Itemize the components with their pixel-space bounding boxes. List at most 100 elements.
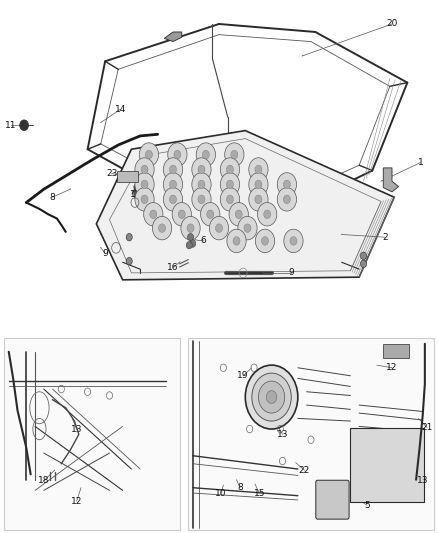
Circle shape [190, 240, 196, 247]
Circle shape [170, 195, 177, 204]
Circle shape [135, 173, 154, 196]
Circle shape [227, 229, 246, 253]
Circle shape [255, 180, 262, 189]
Text: 9: 9 [102, 249, 108, 257]
Circle shape [235, 210, 242, 219]
Text: 14: 14 [115, 105, 126, 114]
Circle shape [198, 165, 205, 174]
Text: 23: 23 [106, 169, 117, 177]
Circle shape [170, 165, 177, 174]
Text: 15: 15 [254, 489, 265, 497]
Circle shape [144, 203, 163, 226]
Circle shape [174, 150, 181, 159]
Text: 12: 12 [71, 497, 82, 505]
Circle shape [249, 158, 268, 181]
Circle shape [238, 216, 257, 240]
FancyBboxPatch shape [117, 171, 138, 182]
Circle shape [226, 165, 233, 174]
Circle shape [145, 150, 152, 159]
Circle shape [245, 365, 298, 429]
Circle shape [178, 210, 185, 219]
Text: 2: 2 [383, 233, 388, 241]
FancyBboxPatch shape [4, 338, 180, 530]
Text: 20: 20 [386, 20, 398, 28]
Circle shape [209, 216, 229, 240]
Circle shape [266, 391, 277, 403]
Circle shape [192, 173, 211, 196]
Circle shape [172, 203, 191, 226]
Circle shape [283, 195, 290, 204]
Text: 21: 21 [421, 423, 433, 432]
Circle shape [255, 165, 262, 174]
Circle shape [277, 188, 297, 211]
Circle shape [202, 150, 209, 159]
Circle shape [126, 233, 132, 241]
Circle shape [139, 143, 159, 166]
Circle shape [255, 229, 275, 253]
Circle shape [198, 195, 205, 204]
Circle shape [284, 229, 303, 253]
Text: 10: 10 [215, 489, 227, 497]
Text: 16: 16 [167, 263, 179, 272]
Circle shape [290, 237, 297, 245]
Circle shape [201, 203, 220, 226]
Circle shape [215, 224, 223, 232]
FancyBboxPatch shape [350, 428, 424, 502]
Circle shape [198, 180, 205, 189]
Circle shape [135, 188, 154, 211]
Circle shape [258, 381, 285, 413]
Circle shape [233, 237, 240, 245]
Circle shape [196, 143, 215, 166]
FancyBboxPatch shape [383, 344, 409, 358]
Polygon shape [96, 131, 394, 280]
Circle shape [264, 210, 271, 219]
Circle shape [150, 210, 157, 219]
Circle shape [187, 233, 194, 241]
Circle shape [163, 158, 183, 181]
Circle shape [255, 195, 262, 204]
Circle shape [186, 241, 192, 249]
Circle shape [226, 180, 233, 189]
Circle shape [159, 224, 166, 232]
Circle shape [163, 173, 183, 196]
Circle shape [135, 158, 154, 181]
Circle shape [258, 203, 277, 226]
Circle shape [187, 224, 194, 232]
Circle shape [126, 257, 132, 265]
Text: 11: 11 [5, 121, 17, 130]
Circle shape [277, 173, 297, 196]
FancyBboxPatch shape [188, 338, 434, 530]
Circle shape [226, 195, 233, 204]
Circle shape [283, 180, 290, 189]
Circle shape [220, 158, 240, 181]
Text: 9: 9 [288, 269, 294, 277]
Circle shape [141, 195, 148, 204]
Circle shape [261, 237, 268, 245]
Circle shape [170, 180, 177, 189]
Circle shape [360, 260, 367, 268]
Circle shape [360, 252, 367, 260]
Circle shape [220, 173, 240, 196]
FancyBboxPatch shape [316, 480, 349, 519]
Text: 18: 18 [38, 477, 49, 485]
Polygon shape [164, 32, 182, 42]
Text: 12: 12 [386, 364, 398, 372]
Text: 8: 8 [237, 483, 243, 492]
Text: 5: 5 [364, 501, 370, 510]
Circle shape [163, 188, 183, 211]
Text: 13: 13 [417, 477, 428, 485]
Text: 22: 22 [299, 466, 310, 474]
Circle shape [252, 373, 291, 421]
Text: 7: 7 [326, 508, 332, 517]
Circle shape [207, 210, 214, 219]
Text: 6: 6 [201, 237, 207, 245]
Circle shape [231, 150, 238, 159]
Circle shape [141, 165, 148, 174]
Text: 1: 1 [417, 158, 424, 167]
Circle shape [249, 173, 268, 196]
Circle shape [192, 158, 211, 181]
Text: 13: 13 [277, 430, 288, 439]
Text: 17: 17 [130, 190, 141, 199]
Text: 8: 8 [49, 193, 56, 201]
Circle shape [225, 143, 244, 166]
